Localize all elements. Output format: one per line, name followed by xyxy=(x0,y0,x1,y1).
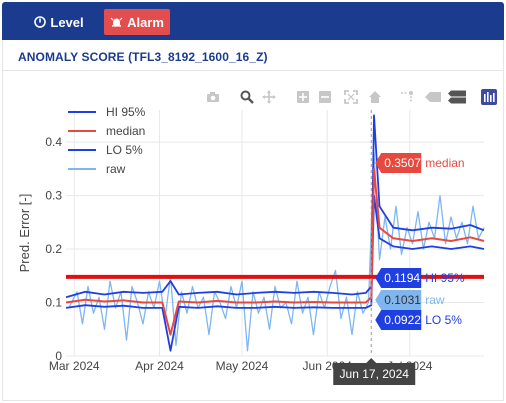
hover-label-hi-95-: 0.1194 HI 95% xyxy=(375,268,465,288)
camera-icon[interactable] xyxy=(204,88,222,106)
hover-label-median: 0.3507 median xyxy=(375,153,465,173)
legend-label: raw xyxy=(106,162,126,176)
series-line-hi-95- xyxy=(65,114,485,299)
y-tick-label: 0.2 xyxy=(45,242,62,256)
hover-label-lo-5-: 0.0922 LO 5% xyxy=(375,310,462,330)
spike-lines-icon[interactable] xyxy=(398,88,416,106)
zoom-out-icon[interactable] xyxy=(316,88,334,106)
hover-label-name: LO 5% xyxy=(425,313,462,327)
gauge-icon xyxy=(34,16,47,28)
autoscale-icon[interactable] xyxy=(342,88,360,106)
hover-label-box xyxy=(375,310,422,330)
reset-axes-icon[interactable] xyxy=(366,88,384,106)
hover-closest-icon[interactable] xyxy=(424,88,442,106)
plotly-logo-icon[interactable] xyxy=(480,88,498,106)
y-tick-label: 0.1 xyxy=(45,296,62,310)
pan-icon[interactable] xyxy=(260,88,278,106)
legend-label: median xyxy=(106,124,145,138)
x-tick-label: Mar 2024 xyxy=(49,359,100,373)
top-toolbar: Level Alarm xyxy=(2,2,504,40)
tab-alarm[interactable]: Alarm xyxy=(104,9,170,35)
title-divider xyxy=(2,70,504,71)
hover-label-box xyxy=(375,153,422,173)
panel-title: ANOMALY SCORE (TFL3_8192_1600_16_Z) xyxy=(18,50,268,64)
series-line-median xyxy=(65,167,485,336)
zoom-icon[interactable] xyxy=(238,88,256,106)
hover-label-name: median xyxy=(425,156,464,170)
series-line-lo-5- xyxy=(65,194,485,352)
legend-label: HI 95% xyxy=(106,105,146,119)
x-tick-label: May 2024 xyxy=(216,359,269,373)
chart-card xyxy=(2,40,504,401)
tab-level-label: Level xyxy=(50,14,84,30)
hover-label-value: 0.0922 xyxy=(384,313,421,327)
hover-date-label: Jun 17, 2024 xyxy=(340,367,410,381)
hover-date-box xyxy=(333,363,416,385)
y-tick-label: 0.4 xyxy=(45,135,62,149)
hover-label-box xyxy=(375,268,422,288)
y-tick-label: 0.3 xyxy=(45,189,62,203)
alarm-bell-icon xyxy=(110,17,123,27)
series-line-raw xyxy=(68,152,485,352)
hover-compare-icon[interactable] xyxy=(448,88,466,106)
tab-level[interactable]: Level xyxy=(26,9,92,35)
hover-label-value: 0.1031 xyxy=(384,293,421,307)
hover-label-value: 0.3507 xyxy=(384,156,421,170)
y-tick-label: 0 xyxy=(55,349,62,363)
hover-date-pointer xyxy=(366,358,377,363)
hover-label-value: 0.1194 xyxy=(384,271,420,285)
zoom-in-icon[interactable] xyxy=(294,88,312,106)
hover-label-raw: 0.1031 raw xyxy=(375,290,445,310)
tab-alarm-label: Alarm xyxy=(127,14,164,30)
hover-label-name: HI 95% xyxy=(425,271,465,285)
hover-label-name: raw xyxy=(425,293,445,307)
x-tick-label: Apr 2024 xyxy=(135,359,184,373)
hover-label-box xyxy=(375,290,422,310)
legend-label: LO 5% xyxy=(106,143,143,157)
y-axis-label: Pred. Error [-] xyxy=(17,194,32,273)
